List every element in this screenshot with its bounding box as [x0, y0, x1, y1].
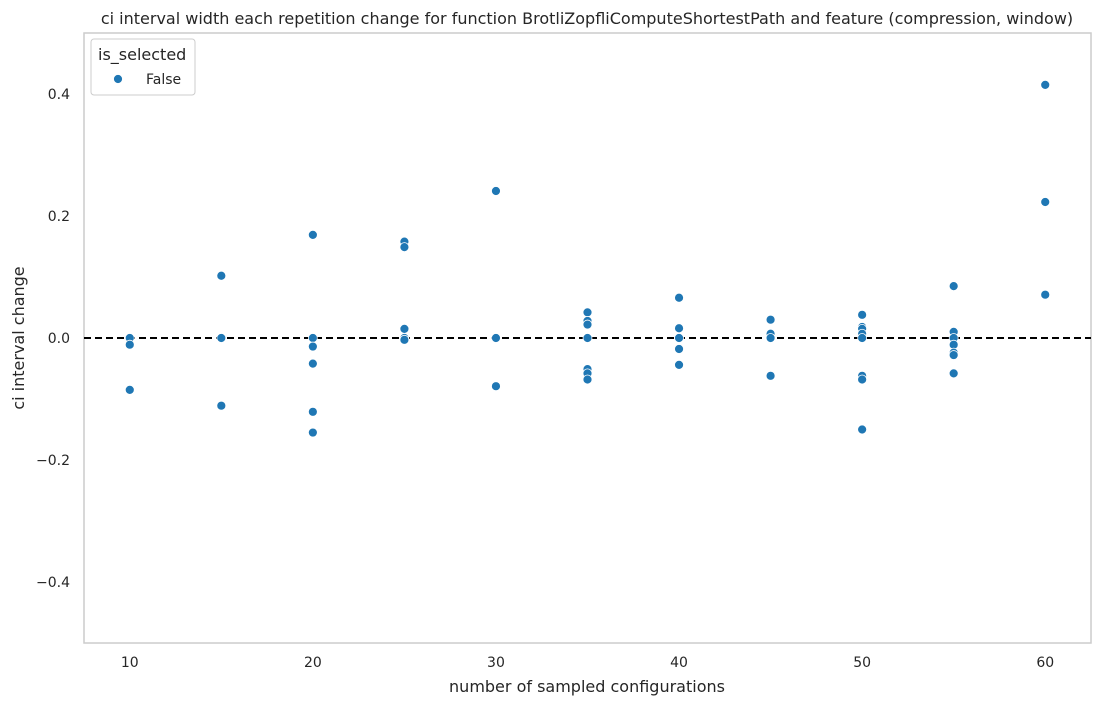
x-axis: 10 20 30 40 50 60 [121, 655, 1054, 671]
data-point [216, 270, 227, 281]
data-point [674, 323, 684, 334]
data-point [1040, 197, 1051, 207]
y-tick-label: 0.2 [48, 209, 70, 225]
x-tick-label: 60 [1036, 655, 1054, 671]
data-point [857, 424, 868, 435]
y-tick-label: 0.4 [48, 87, 70, 103]
data-point [124, 339, 135, 350]
y-tick-label: −0.2 [36, 453, 70, 469]
data-points [124, 79, 1051, 438]
y-axis: 0.4 0.2 0.0 −0.2 −0.4 [36, 87, 70, 591]
legend: is_selected False [90, 38, 196, 96]
y-tick-label: 0.0 [48, 331, 70, 347]
legend-item-label: False [146, 72, 181, 88]
y-tick-label: −0.4 [36, 575, 70, 591]
data-point [857, 333, 868, 343]
x-tick-label: 20 [304, 655, 322, 671]
data-point [582, 319, 593, 330]
data-point [857, 309, 868, 320]
data-point [216, 333, 227, 343]
data-point [307, 333, 318, 343]
data-point [399, 242, 410, 253]
data-point [582, 333, 593, 343]
data-point [674, 344, 684, 354]
data-point [674, 359, 684, 370]
data-point [491, 381, 501, 392]
data-point [307, 406, 318, 417]
data-point [674, 333, 684, 343]
x-tick-label: 10 [121, 655, 139, 671]
data-point [674, 292, 684, 303]
data-point [307, 427, 318, 438]
data-point [948, 281, 959, 292]
data-point [399, 334, 410, 345]
data-point [857, 374, 868, 385]
data-point [765, 314, 776, 325]
data-point [582, 374, 593, 385]
data-point [491, 186, 501, 196]
data-point [307, 230, 318, 240]
legend-marker [113, 74, 123, 84]
data-point [216, 400, 227, 411]
data-point [1040, 79, 1051, 90]
data-point [124, 384, 135, 395]
data-point [948, 368, 959, 379]
data-point [582, 307, 593, 318]
x-tick-label: 30 [487, 655, 505, 671]
x-tick-label: 40 [670, 655, 688, 671]
y-axis-label: ci interval change [9, 266, 28, 409]
legend-title: is_selected [98, 45, 186, 65]
data-point [765, 370, 776, 381]
x-axis-label: number of sampled configurations [449, 677, 725, 696]
chart-title: ci interval width each repetition change… [101, 9, 1073, 28]
data-point [948, 350, 959, 360]
data-point [307, 341, 318, 352]
data-point [765, 333, 776, 343]
data-point [1040, 289, 1051, 300]
data-point [491, 333, 501, 343]
data-point [307, 358, 318, 369]
x-tick-label: 50 [853, 655, 871, 671]
data-point [399, 323, 410, 334]
